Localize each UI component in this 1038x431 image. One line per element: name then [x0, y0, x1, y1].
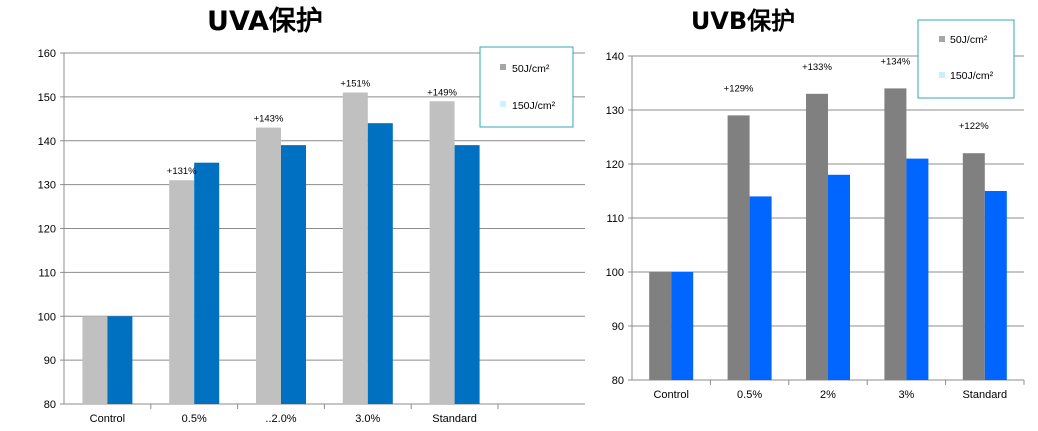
uvb-y-tick-label: 100 [606, 267, 624, 279]
uva-legend-box [479, 46, 574, 128]
uva-y-tick-label: 160 [38, 48, 56, 60]
uva-legend-swatch [500, 101, 506, 107]
uvb-bar-series2 [828, 174, 850, 380]
uva-y-tick-label: 150 [38, 92, 56, 104]
uva-x-tick-label: ..2.0% [265, 413, 296, 425]
uva-bar-series1 [342, 92, 368, 405]
uvb-x-tick-label: 3% [898, 389, 914, 401]
uvb-legend-swatch [939, 72, 945, 78]
uvb-bar-series1 [649, 272, 672, 380]
uvb-bar-series1 [806, 93, 828, 381]
uvb-bar-series2 [671, 272, 694, 380]
uvb-bar-series1 [884, 88, 907, 381]
uvb-x-tick-label: 0.5% [737, 389, 762, 401]
uvb-y-tick-label: 80 [612, 375, 624, 387]
uva-bar-series1 [169, 180, 195, 404]
uva-bar-series2 [367, 123, 393, 404]
uva-x-tick-label: 0.5% [182, 413, 207, 425]
uvb-y-tick-label: 90 [612, 321, 624, 333]
uva-y-tick-label: 130 [38, 180, 56, 192]
uvb-bar-series2 [984, 191, 1007, 380]
uvb-chart-canvas: UVB保护 80 90 100 110 120 130 140 Control 0.5% +129%… [606, 7, 1025, 401]
uvb-x-tick-label: 2% [820, 389, 836, 401]
uvb-y-tick-label: 120 [606, 159, 624, 171]
uvb-legend-swatch [939, 36, 945, 42]
uva-y-tick-label: 90 [44, 355, 56, 367]
uva-chart-title: UVA保护 [207, 6, 323, 37]
uvb-data-annotation: +122% [959, 121, 989, 132]
uva-data-annotation: +151% [340, 78, 370, 89]
uva-x-tick-label: Standard [432, 413, 477, 425]
uva-protection-chart: UVA保护 80 90 100 110 120 130 140 150 160 Control 0.5… [38, 6, 585, 425]
uva-bar-series2 [194, 162, 220, 404]
uva-chart-canvas: UVA保护 80 90 100 110 120 130 140 150 160 Control 0.5… [38, 6, 585, 425]
uva-bar-series2 [454, 145, 480, 404]
uvb-y-tick-label: 130 [606, 105, 624, 117]
uvb-protection-chart: UVB保护 80 90 100 110 120 130 140 Control 0.5% +129%… [598, 0, 1038, 431]
uva-data-annotation: +131% [167, 166, 197, 177]
uvb-data-annotation: +129% [724, 83, 754, 94]
uvb-legend-label: 50J/cm² [950, 34, 988, 46]
uva-bar-series1 [82, 316, 108, 404]
uva-bar-series1 [256, 127, 281, 405]
uvb-chart-title: UVB保护 [691, 7, 795, 35]
uva-bar-series2 [107, 316, 133, 404]
uvb-bar-series2 [906, 158, 929, 380]
uvb-legend-box [917, 19, 1015, 99]
uvb-bar-series1 [962, 153, 985, 380]
uva-y-tick-label: 80 [44, 399, 56, 411]
uvb-x-tick-label: Standard [962, 389, 1007, 401]
uva-y-tick-label: 100 [38, 311, 56, 323]
uvb-bar-series1 [727, 115, 750, 381]
uvb-data-annotation: +133% [802, 62, 832, 73]
uva-data-annotation: +149% [427, 87, 457, 98]
uva-legend-swatch [500, 64, 506, 70]
uva-legend-label: 150J/cm² [512, 100, 556, 112]
uvb-bar-series2 [749, 196, 772, 380]
uva-y-tick-label: 110 [38, 267, 56, 279]
uvb-y-tick-label: 140 [606, 51, 624, 63]
uva-y-tick-label: 140 [38, 136, 56, 148]
uva-legend-label: 50J/cm² [512, 63, 550, 75]
uva-bar-series1 [429, 101, 455, 404]
uvb-y-tick-label: 110 [606, 213, 624, 225]
uva-x-tick-label: 3.0% [355, 413, 380, 425]
uvb-data-annotation: +134% [880, 56, 910, 67]
uva-x-tick-label: Control [90, 413, 125, 425]
uvb-legend-label: 150J/cm² [950, 70, 994, 82]
uva-y-tick-label: 120 [38, 224, 56, 236]
uvb-x-tick-label: Control [653, 389, 688, 401]
uva-bar-series2 [281, 145, 306, 404]
uva-data-annotation: +143% [254, 114, 284, 125]
